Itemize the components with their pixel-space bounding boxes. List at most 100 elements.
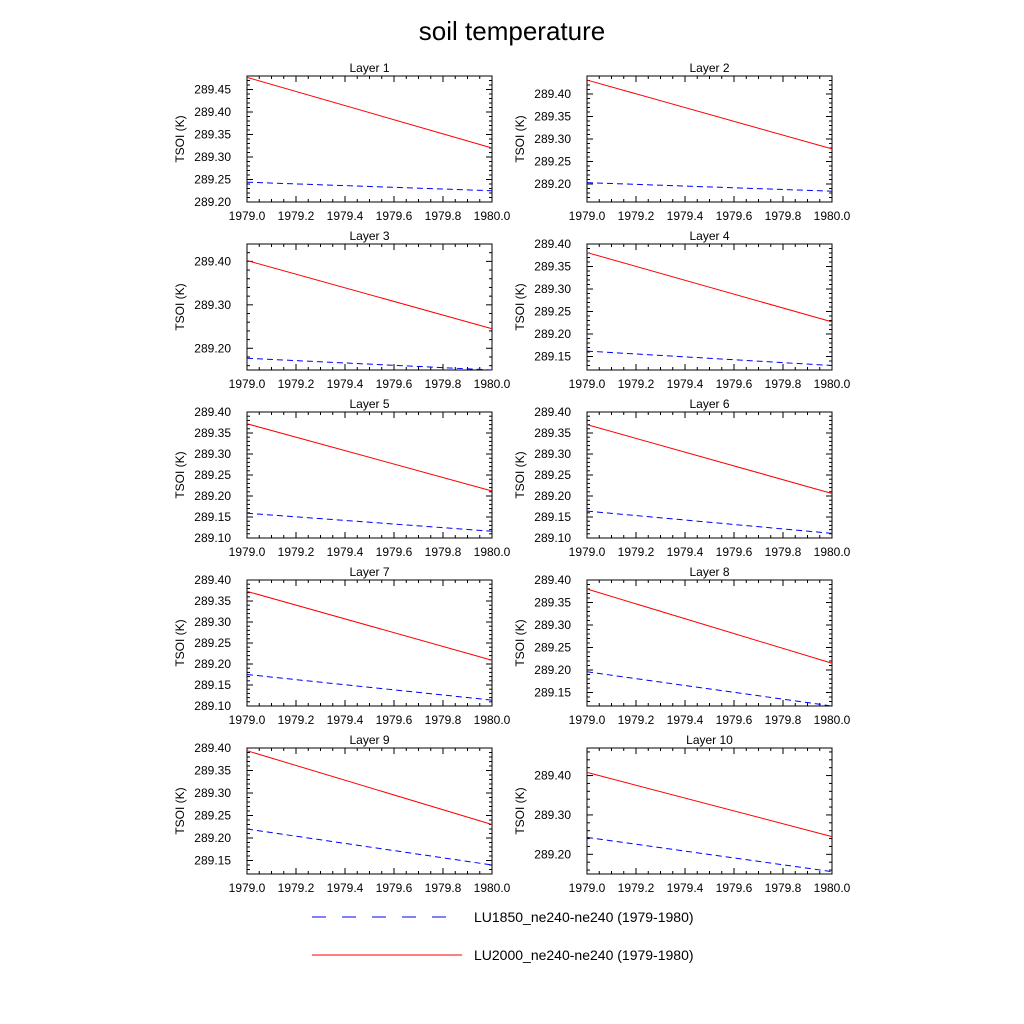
y-tick-label: 289.20 xyxy=(194,341,231,355)
x-tick-label: 1979.0 xyxy=(569,545,606,559)
x-tick-label: 1979.4 xyxy=(327,713,364,727)
series-line-lu1850 xyxy=(586,350,833,366)
y-tick-label: 289.35 xyxy=(194,426,231,440)
y-tick-label: 289.30 xyxy=(194,150,231,164)
plot-frame xyxy=(586,411,833,539)
y-tick-label: 289.25 xyxy=(194,468,231,482)
panel-title: Layer 6 xyxy=(689,397,729,411)
panel-layer-6: Layer 6 TSOI (K) 1979.0 1979.2 1979.4 1979.6 1… xyxy=(513,397,851,559)
y-tick-label: 289.15 xyxy=(534,350,571,364)
x-tick-label: 1979.6 xyxy=(376,545,413,559)
y-tick-label: 289.35 xyxy=(194,764,231,778)
x-tick-label: 1980.0 xyxy=(814,209,851,223)
panel-title: Layer 10 xyxy=(686,733,733,747)
x-tick-label: 1979.4 xyxy=(667,209,704,223)
panel-layer-9: Layer 9 TSOI (K) 1979.0 1979.2 1979.4 1979.6 1… xyxy=(173,733,511,895)
y-tick-label: 289.20 xyxy=(534,663,571,677)
x-tick-label: 1979.4 xyxy=(327,545,364,559)
x-tick-label: 1979.8 xyxy=(425,209,462,223)
series-line-lu2000 xyxy=(246,590,493,661)
y-tick-label: 289.40 xyxy=(194,741,231,755)
y-tick-label: 289.10 xyxy=(194,531,231,545)
x-tick-label: 1979.4 xyxy=(327,377,364,391)
x-tick-label: 1979.4 xyxy=(667,545,704,559)
y-tick-label: 289.40 xyxy=(534,573,571,587)
y-tick-label: 289.25 xyxy=(194,173,231,187)
y-tick-label: 289.30 xyxy=(534,447,571,461)
y-tick-label: 289.35 xyxy=(534,110,571,124)
series-line-lu2000 xyxy=(246,76,493,149)
x-tick-label: 1979.0 xyxy=(229,209,266,223)
x-tick-label: 1979.0 xyxy=(569,881,606,895)
y-tick-label: 289.20 xyxy=(534,177,571,191)
panel-layer-10: Layer 10 TSOI (K) 1979.0 1979.2 1979.4 1979.6… xyxy=(513,733,851,895)
y-tick-label: 289.25 xyxy=(194,636,231,650)
series-line-lu2000 xyxy=(246,750,493,825)
series-line-lu1850 xyxy=(586,182,833,192)
x-tick-label: 1980.0 xyxy=(474,377,511,391)
series-line-lu2000 xyxy=(586,588,833,664)
panel-title: Layer 9 xyxy=(349,733,389,747)
x-tick-label: 1979.4 xyxy=(327,881,364,895)
y-tick-label: 289.20 xyxy=(534,489,571,503)
y-tick-label: 289.30 xyxy=(194,786,231,800)
y-tick-label: 289.30 xyxy=(534,132,571,146)
x-tick-label: 1980.0 xyxy=(474,545,511,559)
x-tick-label: 1980.0 xyxy=(814,881,851,895)
x-tick-label: 1979.2 xyxy=(278,377,315,391)
y-tick-label: 289.15 xyxy=(194,854,231,868)
panel-layer-8: Layer 8 TSOI (K) 1979.0 1979.2 1979.4 1979.6 1… xyxy=(513,565,851,727)
y-tick-label: 289.20 xyxy=(194,195,231,209)
x-tick-label: 1979.0 xyxy=(569,377,606,391)
series-line-lu1850 xyxy=(246,512,493,532)
series-line-lu1850 xyxy=(586,671,833,707)
plot-frame xyxy=(246,747,493,875)
y-axis-label: TSOI (K) xyxy=(513,283,527,330)
y-tick-label: 289.15 xyxy=(534,510,571,524)
x-tick-label: 1980.0 xyxy=(474,209,511,223)
series-line-lu1850 xyxy=(246,674,493,701)
x-tick-label: 1980.0 xyxy=(814,545,851,559)
x-tick-label: 1979.0 xyxy=(569,209,606,223)
y-tick-label: 289.25 xyxy=(534,468,571,482)
y-axis-label: TSOI (K) xyxy=(173,787,187,834)
y-tick-label: 289.35 xyxy=(534,596,571,610)
panel-title: Layer 4 xyxy=(689,229,729,243)
panel-layer-1: Layer 1 TSOI (K) 1979.0 1979.2 1979.4 1979.6 1… xyxy=(173,61,511,223)
series-line-lu2000 xyxy=(246,423,493,492)
series-line-lu2000 xyxy=(586,79,833,150)
x-tick-label: 1980.0 xyxy=(814,377,851,391)
y-tick-label: 289.35 xyxy=(534,426,571,440)
x-tick-label: 1979.8 xyxy=(765,209,802,223)
series-line-lu1850 xyxy=(246,828,493,866)
y-tick-label: 289.20 xyxy=(194,657,231,671)
y-tick-label: 289.30 xyxy=(534,282,571,296)
series-line-lu2000 xyxy=(586,252,833,323)
y-tick-label: 289.20 xyxy=(534,847,571,861)
y-axis-label: TSOI (K) xyxy=(513,787,527,834)
x-tick-label: 1979.8 xyxy=(425,881,462,895)
x-tick-label: 1979.6 xyxy=(376,713,413,727)
y-axis-label: TSOI (K) xyxy=(513,619,527,666)
y-tick-label: 289.35 xyxy=(194,594,231,608)
y-tick-label: 289.15 xyxy=(194,678,231,692)
x-tick-label: 1979.8 xyxy=(765,377,802,391)
x-tick-label: 1979.0 xyxy=(229,377,266,391)
y-tick-label: 289.15 xyxy=(194,510,231,524)
x-tick-label: 1979.4 xyxy=(667,881,704,895)
x-tick-label: 1979.6 xyxy=(376,209,413,223)
y-tick-label: 289.40 xyxy=(194,573,231,587)
series-line-lu2000 xyxy=(586,771,833,838)
y-tick-label: 289.40 xyxy=(534,405,571,419)
panel-layer-2: Layer 2 TSOI (K) 1979.0 1979.2 1979.4 1979.6 1… xyxy=(513,61,851,223)
x-tick-label: 1979.4 xyxy=(667,713,704,727)
x-tick-label: 1979.0 xyxy=(569,713,606,727)
plot-frame xyxy=(246,411,493,539)
y-tick-label: 289.20 xyxy=(534,327,571,341)
x-tick-label: 1979.0 xyxy=(229,713,266,727)
x-tick-label: 1979.6 xyxy=(376,377,413,391)
y-tick-label: 289.30 xyxy=(534,808,571,822)
x-tick-label: 1979.0 xyxy=(229,881,266,895)
x-tick-label: 1979.4 xyxy=(667,377,704,391)
